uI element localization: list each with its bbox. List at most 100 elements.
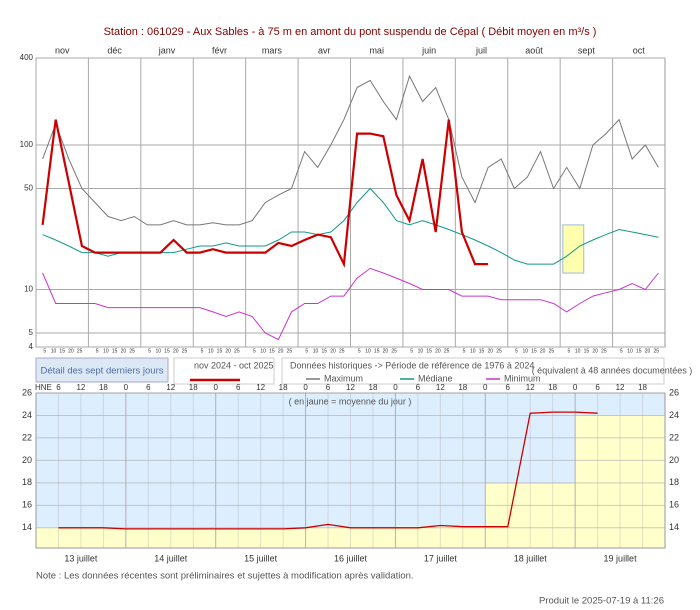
day-tick-label: 5 [253,348,256,354]
day-tick-label: 5 [201,348,204,354]
daily-mean [215,528,306,548]
month-label: déc [107,45,122,55]
day-tick-label: 10 [418,348,424,354]
y-tick-label: 22 [22,432,32,442]
day-tick-label: 5 [620,348,623,354]
day-tick-label: 10 [156,348,162,354]
y-tick-label: 18 [22,477,32,487]
day-label: 13 juillet [64,553,98,563]
day-tick-label: 10 [103,348,109,354]
day-tick-label: 10 [208,348,214,354]
day-tick-label: 5 [410,348,413,354]
hour-label: 6 [146,383,151,392]
day-tick-label: 20 [330,348,336,354]
legend-label: Minimum [504,373,541,383]
detail-highlight [562,224,585,274]
day-tick-label: 15 [426,348,432,354]
day-tick-label: 5 [96,348,99,354]
day-tick-label: 10 [627,348,633,354]
y-tick-label: 26 [22,387,32,397]
hour-label: 18 [638,383,647,392]
month-label: août [525,45,543,55]
day-tick-label: 25 [287,348,293,354]
day-tick-label: 15 [636,348,642,354]
month-label: juin [421,45,436,55]
day-label: 15 juillet [244,553,278,563]
y-tick-label-right: 16 [669,500,679,510]
hour-label: 12 [346,383,355,392]
day-tick-label: 15 [531,348,537,354]
day-tick-label: 10 [51,348,57,354]
daily-mean [305,527,396,548]
hour-label: 0 [213,383,218,392]
y-tick-label: 10 [24,285,33,294]
month-label: nov [55,45,70,55]
hour-label: 0 [573,383,578,392]
day-tick-label: 20 [540,348,546,354]
legend-label: Maximum [324,373,363,383]
day-tick-label: 25 [549,348,555,354]
day-tick-label: 25 [234,348,240,354]
hour-unit: HNE [35,383,52,392]
y-tick-label-right: 26 [669,387,679,397]
detail-box [35,357,169,383]
day-tick-label: 5 [515,348,518,354]
day-tick-label: 20 [383,348,389,354]
month-label: sept [578,45,596,55]
y-tick-label: 14 [22,522,32,532]
day-tick-label: 20 [592,348,598,354]
day-tick-label: 25 [339,348,345,354]
day-tick-label: 5 [148,348,151,354]
day-tick-label: 20 [435,348,441,354]
month-label: juil [475,45,487,55]
day-tick-label: 10 [260,348,266,354]
y-tick-label: 16 [22,500,32,510]
hour-label: 18 [369,383,378,392]
y-tick-label: 50 [24,184,33,193]
hour-label: 18 [99,383,108,392]
produced: Produit le 2025-07-19 à 11:26 [539,596,664,607]
day-tick-label: 20 [121,348,127,354]
day-tick-label: 20 [487,348,493,354]
legend-box [281,357,665,385]
legend-label: nov 2024 - oct 2025 [194,360,274,370]
hour-label: 6 [595,383,600,392]
note: Note : Les données récentes sont prélimi… [36,571,414,582]
daily-mean [125,528,216,548]
day-tick-label: 15 [112,348,118,354]
day-tick-label: 25 [601,348,607,354]
day-tick-label: 5 [43,348,46,354]
day-tick-label: 5 [463,348,466,354]
y-tick-label: 20 [22,455,32,465]
day-tick-label: 15 [269,348,275,354]
legend-historic: Données historiques -> Période de référe… [290,360,534,370]
y-tick-label-right: 22 [669,432,679,442]
series-line [42,74,659,226]
day-label: 19 juillet [604,553,638,563]
day-tick-label: 10 [470,348,476,354]
day-tick-label: 25 [391,348,397,354]
daily-mean [36,527,126,548]
y-tick-label: 400 [20,53,34,62]
day-label: 16 juillet [334,553,368,563]
hour-label: 0 [124,383,129,392]
y-tick-label-right: 14 [669,522,679,532]
day-tick-label: 20 [278,348,284,354]
day-tick-label: 15 [374,348,380,354]
day-tick-label: 10 [313,348,319,354]
day-tick-label: 25 [182,348,188,354]
detail-label: Détail des sept derniers jours [40,366,163,377]
month-label: janv [158,45,176,55]
day-label: 18 juillet [514,553,548,563]
hour-label: 18 [279,383,288,392]
y-tick-label-right: 24 [669,410,679,420]
hour-label: 0 [303,383,308,392]
day-tick-label: 20 [173,348,179,354]
day-tick-label: 10 [575,348,581,354]
title: Station : 061029 - Aux Sables - à 75 m e… [104,26,597,38]
subtitle: ( en jaune = moyenne du jour ) [289,396,412,406]
legend-years: ( équivalent à 48 années documentées ) [532,365,693,375]
day-tick-label: 15 [479,348,485,354]
day-tick-label: 15 [164,348,170,354]
y-tick-label: 100 [20,140,34,149]
